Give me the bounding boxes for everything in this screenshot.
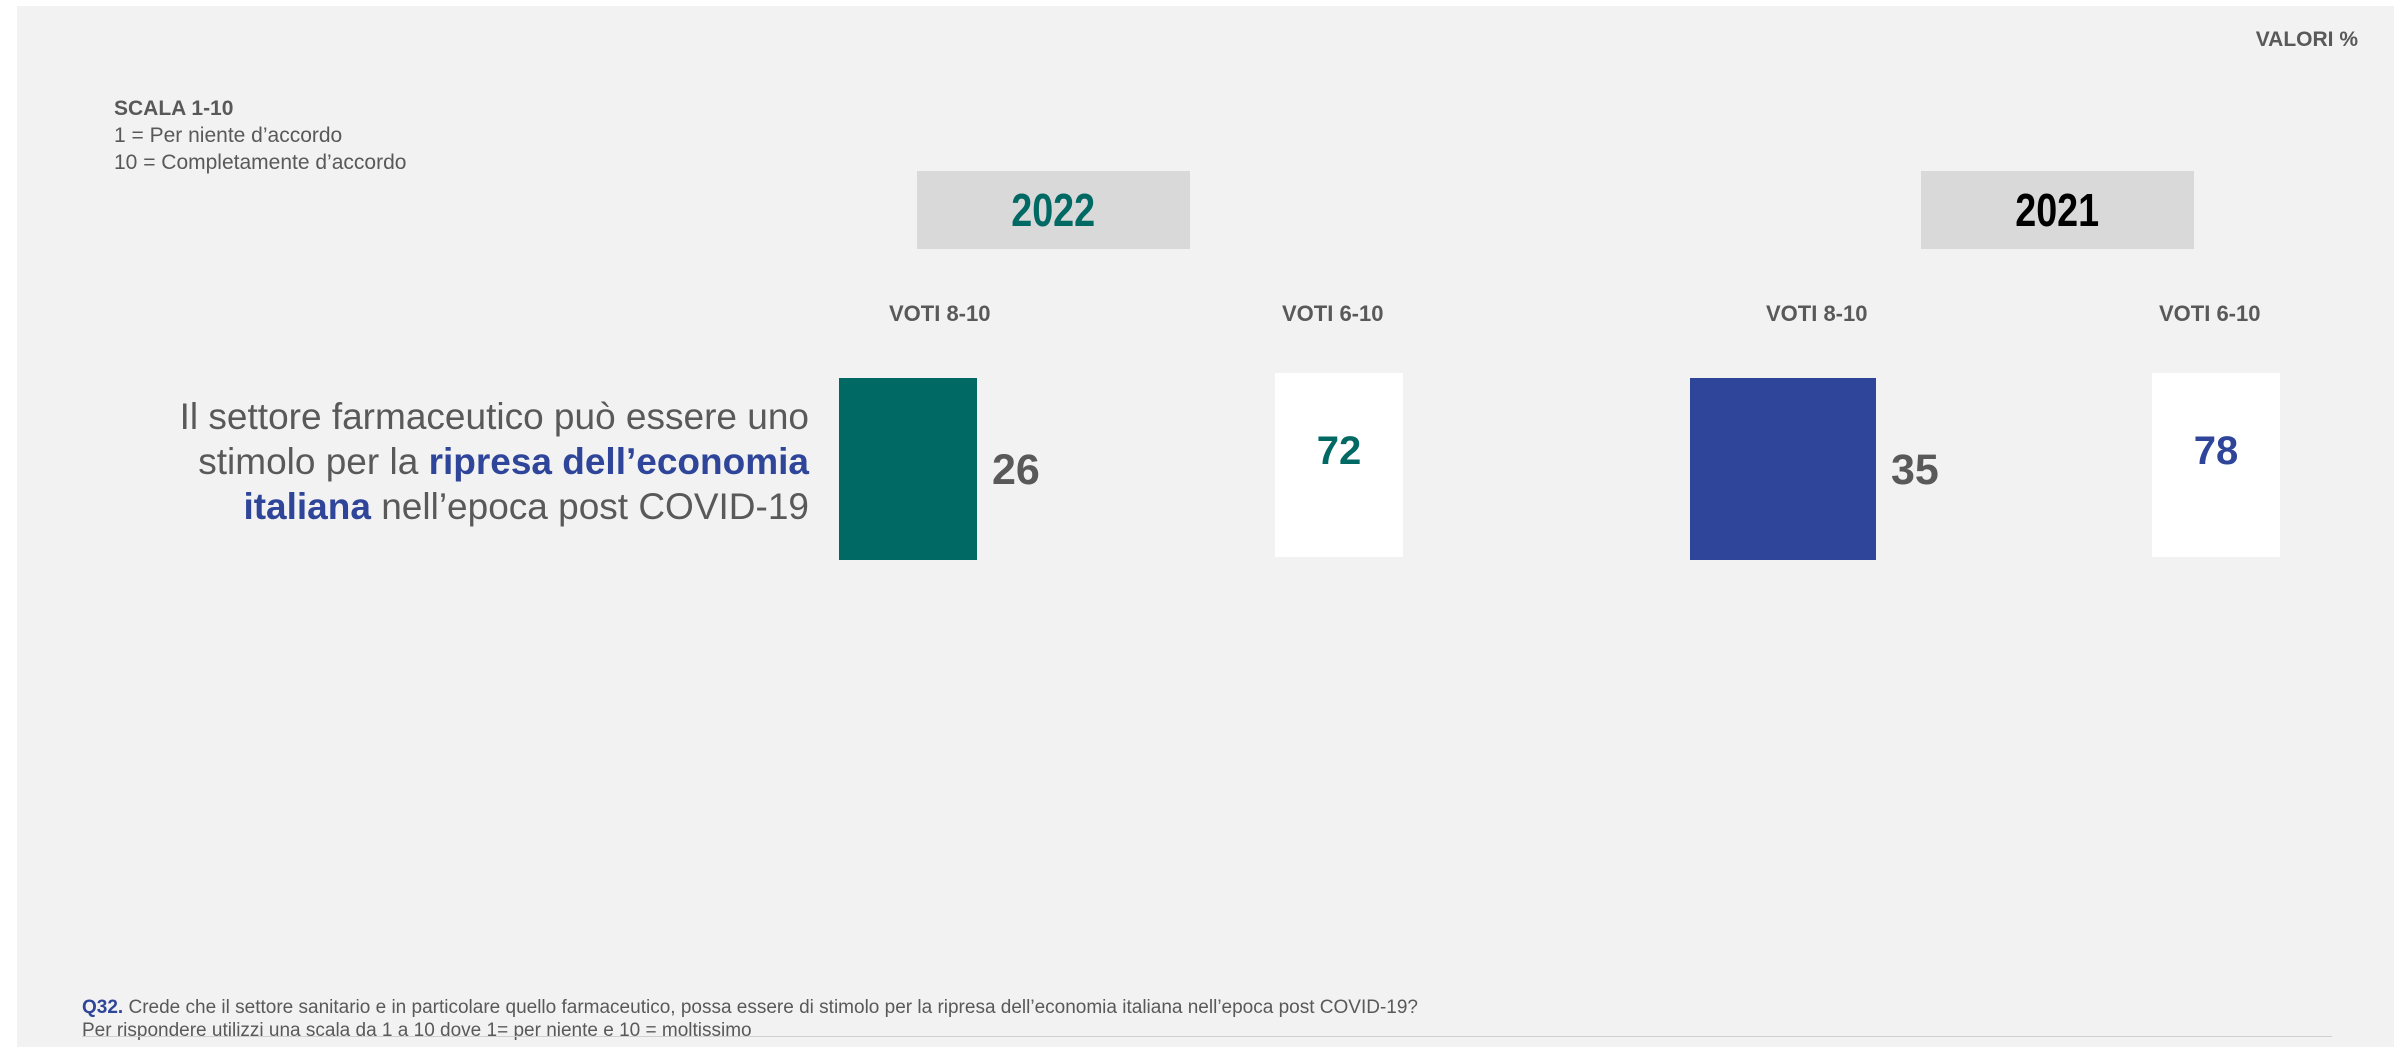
year-box-2022: 2022 bbox=[917, 171, 1190, 249]
scale-title: SCALA 1-10 bbox=[114, 97, 234, 120]
value-box-2022-voti-6-10: 72 bbox=[1275, 373, 1403, 557]
statement-part1: Il settore farmaceutico può essere uno s… bbox=[179, 396, 809, 482]
scale-max-label: 10 = Completamente d’accordo bbox=[114, 151, 407, 174]
col-header-2021-8-10: VOTI 8-10 bbox=[1766, 301, 1868, 326]
col-header-2022-8-10: VOTI 8-10 bbox=[889, 301, 991, 326]
statement-highlight: ripresa dell’economia italiana bbox=[243, 441, 809, 527]
footer-divider bbox=[82, 1036, 2332, 1037]
bar-label-2021: 35 bbox=[1891, 446, 1939, 494]
bar-label-2022: 26 bbox=[992, 446, 1040, 494]
year-label-2021: 2021 bbox=[2015, 184, 2100, 236]
bar-2021-voti-8-10 bbox=[1690, 378, 1876, 560]
value-box-2021-voti-6-10: 78 bbox=[2152, 373, 2280, 557]
statement-text: Il settore farmaceutico può essere uno s… bbox=[89, 394, 809, 529]
col-header-2021-6-10: VOTI 6-10 bbox=[2159, 301, 2261, 326]
scale-legend: SCALA 1-10 1 = Per niente d’accordo 10 =… bbox=[114, 95, 406, 176]
col-header-2022-6-10: VOTI 6-10 bbox=[1282, 301, 1384, 326]
question-instruction: Per rispondere utilizzi una scala da 1 a… bbox=[82, 1020, 752, 1041]
year-label-2022: 2022 bbox=[1011, 184, 1096, 236]
value-2021-voti-6-10: 78 bbox=[2193, 429, 2239, 473]
footnote: Q32. Crede che il settore sanitario e in… bbox=[82, 996, 2332, 1042]
year-box-2021: 2021 bbox=[1921, 171, 2194, 249]
values-unit-label: VALORI % bbox=[2255, 28, 2358, 51]
question-number: Q32. bbox=[82, 997, 124, 1018]
question-text: Crede che il settore sanitario e in part… bbox=[123, 997, 1418, 1018]
value-2022-voti-6-10: 72 bbox=[1316, 429, 1362, 473]
scale-min-label: 1 = Per niente d’accordo bbox=[114, 124, 343, 147]
statement-part2: nell’epoca post COVID-19 bbox=[370, 486, 809, 527]
slide-background: VALORI % SCALA 1-10 1 = Per niente d’acc… bbox=[17, 6, 2394, 1047]
bar-2022-voti-8-10 bbox=[839, 378, 977, 560]
